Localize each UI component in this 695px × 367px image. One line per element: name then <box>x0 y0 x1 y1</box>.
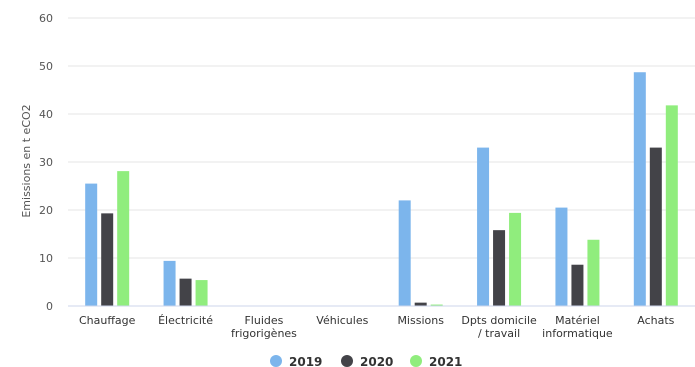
legend-label: 2021 <box>429 355 462 367</box>
x-tick-label: Véhicules <box>316 314 368 327</box>
legend-label: 2019 <box>289 355 322 367</box>
bar-2019-6 <box>555 208 567 306</box>
bar-2021-7 <box>666 105 678 306</box>
bar-2019-1 <box>164 261 176 306</box>
bar-layer <box>85 72 678 306</box>
x-tick-label: Fluides frigorigènes <box>231 314 297 340</box>
x-tick-label: Électricité <box>158 314 213 327</box>
y-tick-label: 30 <box>39 156 53 169</box>
bar-2019-4 <box>399 200 411 306</box>
grid-layer <box>68 18 695 258</box>
legend-item-2021[interactable]: 2021 <box>410 355 462 367</box>
x-tick-label: Dpts domicile / travail <box>461 314 537 340</box>
bar-2021-0 <box>117 171 129 306</box>
x-axis-ticks: Chauffage Électricité Fluides frigorigènes V… <box>79 314 675 340</box>
y-axis-ticks: 0 10 20 30 40 50 60 <box>39 12 53 313</box>
legend-marker <box>341 355 353 367</box>
y-tick-label: 50 <box>39 60 53 73</box>
bar-2019-7 <box>634 72 646 306</box>
legend-marker <box>270 355 282 367</box>
bar-2021-6 <box>587 240 599 306</box>
bar-2019-0 <box>85 184 97 306</box>
legend-marker <box>410 355 422 367</box>
bar-2020-7 <box>650 148 662 306</box>
y-tick-label: 60 <box>39 12 53 25</box>
bar-2020-6 <box>571 265 583 306</box>
legend[interactable]: 2019 2020 2021 <box>270 355 462 367</box>
legend-item-2020[interactable]: 2020 <box>341 355 393 367</box>
bar-2020-0 <box>101 213 113 306</box>
y-tick-label: 0 <box>46 300 53 313</box>
y-axis-label: Emissions en t eCO2 <box>20 104 33 217</box>
y-tick-label: 40 <box>39 108 53 121</box>
bar-2021-1 <box>196 280 208 306</box>
legend-label: 2020 <box>360 355 393 367</box>
y-tick-label: 20 <box>39 204 53 217</box>
bar-2021-5 <box>509 213 521 306</box>
x-tick-label: Achats <box>637 314 674 327</box>
legend-item-2019[interactable]: 2019 <box>270 355 322 367</box>
bar-2020-1 <box>180 279 192 306</box>
x-tick-label: Missions <box>397 314 444 327</box>
bar-2020-4 <box>415 303 427 306</box>
y-tick-label: 10 <box>39 252 53 265</box>
x-tick-label: Matériel informatique <box>542 314 613 340</box>
bar-2019-5 <box>477 148 489 306</box>
bar-2020-5 <box>493 230 505 306</box>
x-tick-label: Chauffage <box>79 314 136 327</box>
